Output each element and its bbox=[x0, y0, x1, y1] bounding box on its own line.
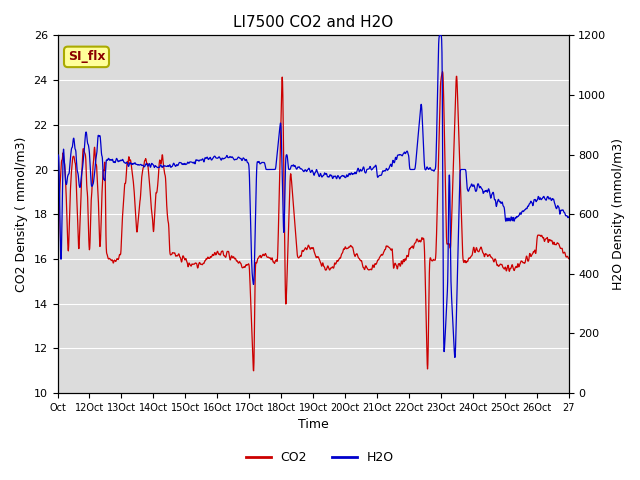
Y-axis label: H2O Density (mmol/m3): H2O Density (mmol/m3) bbox=[612, 138, 625, 290]
Y-axis label: CO2 Density ( mmol/m3): CO2 Density ( mmol/m3) bbox=[15, 136, 28, 292]
Title: LI7500 CO2 and H2O: LI7500 CO2 and H2O bbox=[233, 15, 393, 30]
Text: SI_flx: SI_flx bbox=[68, 50, 105, 63]
Legend: CO2, H2O: CO2, H2O bbox=[241, 446, 399, 469]
X-axis label: Time: Time bbox=[298, 419, 328, 432]
